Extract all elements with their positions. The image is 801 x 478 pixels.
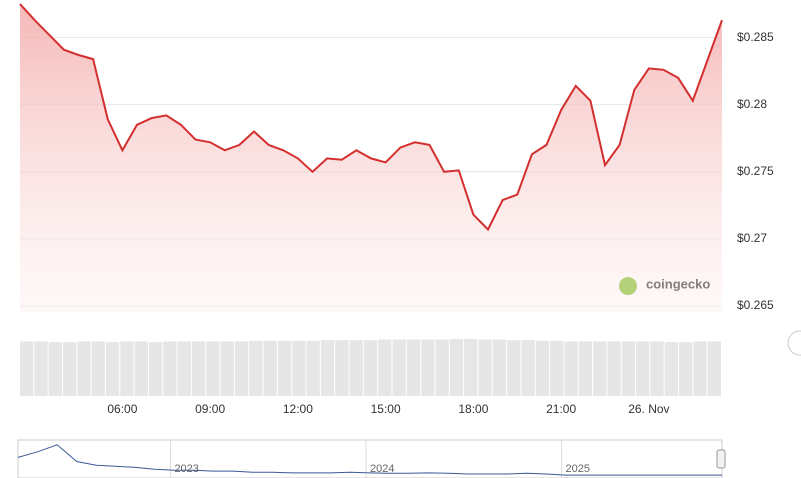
volume-bar (449, 338, 464, 396)
volume-bar (206, 341, 220, 396)
volume-bar (621, 341, 636, 396)
volume-bar (105, 342, 120, 396)
volume-bar (263, 340, 277, 396)
volume-bar (191, 341, 206, 396)
volume-bar (48, 342, 62, 396)
y-tick-label: $0.275 (737, 164, 774, 178)
price-line (19, 3, 723, 232)
volume-bar (607, 341, 621, 396)
volume-bar (234, 341, 249, 396)
volume-bar (535, 340, 550, 396)
y-tick-label: $0.28 (737, 97, 767, 111)
volume-bar (20, 341, 34, 396)
volume-bar (492, 339, 507, 396)
volume-bar (478, 339, 492, 396)
volume-bar (277, 340, 292, 396)
navigator-label: 2024 (370, 463, 394, 475)
volume-bar (421, 339, 435, 396)
volume-bar (77, 341, 91, 396)
x-tick-label: 09:00 (195, 402, 225, 416)
volume-bar (134, 341, 148, 396)
y-tick-label: $0.285 (737, 30, 774, 44)
navigator-label: 2025 (566, 463, 590, 475)
volume-bar (664, 342, 679, 396)
volume-bar (707, 341, 721, 396)
volume-bar (335, 340, 349, 396)
volume-bar (306, 340, 320, 396)
volume-bar (435, 339, 449, 396)
y-tick-label: $0.265 (737, 298, 774, 312)
volume-bar (650, 341, 664, 396)
x-tick-label: 18:00 (458, 402, 488, 416)
volume-bar (320, 340, 335, 396)
volume-bar (593, 341, 607, 396)
volume-bar (62, 342, 77, 396)
navigator-handle[interactable] (716, 449, 726, 469)
volume-bar (693, 341, 707, 396)
volume-bar (163, 341, 177, 396)
volume-bar (550, 340, 564, 396)
x-tick-label: 26. Nov (628, 402, 669, 416)
volume-bar (249, 340, 263, 396)
volume-bar (220, 341, 234, 396)
volume-bar (292, 340, 306, 396)
volume-bar (177, 341, 191, 396)
navigator-label: 2023 (174, 463, 198, 475)
volume-bar (148, 342, 163, 396)
volume-bar (636, 341, 650, 396)
area (20, 4, 722, 312)
volume-bar (91, 341, 105, 396)
volume-bar (564, 341, 578, 396)
volume-bar (578, 341, 593, 396)
volume-bar (349, 340, 363, 396)
scroll-handle[interactable] (787, 330, 801, 356)
x-tick-label: 12:00 (283, 402, 313, 416)
navigator-line (17, 444, 722, 476)
volume-bar (363, 340, 378, 396)
volume-bar (521, 340, 535, 396)
volume-bar (34, 341, 48, 396)
volume-bar (378, 339, 392, 396)
volume-bar (120, 341, 134, 396)
volume-bar (406, 339, 421, 396)
y-tick-label: $0.27 (737, 231, 767, 245)
x-tick-label: 06:00 (107, 402, 137, 416)
x-tick-label: 15:00 (371, 402, 401, 416)
volume-bar (679, 342, 693, 396)
volume-bar (392, 339, 406, 396)
volume-bar (507, 340, 521, 396)
volume-bar (464, 338, 478, 396)
x-tick-label: 21:00 (546, 402, 576, 416)
